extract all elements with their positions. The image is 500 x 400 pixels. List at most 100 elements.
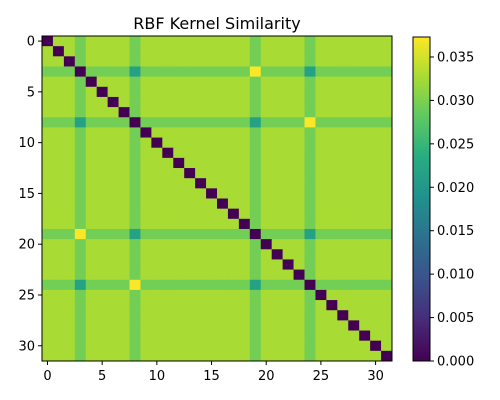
heatmap-cell [173, 127, 185, 138]
heatmap-cell [107, 228, 119, 240]
heatmap-cell [337, 239, 349, 250]
heatmap-cell [293, 300, 305, 311]
heatmap-cell [107, 137, 119, 149]
heatmap-cell [107, 36, 119, 47]
heatmap-cell [260, 66, 273, 77]
heatmap-cell [348, 218, 360, 230]
heatmap-cell [348, 46, 360, 57]
heatmap-cell [315, 66, 327, 77]
heatmap-cell [173, 310, 185, 321]
heatmap-cell [359, 147, 371, 159]
heatmap-cell [326, 279, 338, 291]
heatmap-cell [42, 228, 54, 240]
heatmap-cell [129, 239, 141, 250]
heatmap-cell [282, 76, 294, 88]
heatmap-cell [42, 198, 54, 210]
heatmap-cell [238, 300, 251, 311]
heatmap-cell [217, 137, 229, 149]
heatmap-cell [348, 320, 360, 331]
heatmap-cell [348, 96, 360, 108]
heatmap-cell [326, 269, 338, 281]
heatmap-cell [271, 188, 283, 199]
heatmap-cell [107, 249, 119, 260]
heatmap-cell [359, 157, 371, 169]
heatmap-cell [184, 228, 196, 240]
heatmap-cell [227, 188, 240, 199]
heatmap-cell [162, 168, 174, 179]
heatmap-cell [85, 198, 98, 210]
heatmap-cell [63, 218, 76, 230]
heatmap-cell [151, 157, 163, 169]
heatmap-cell [107, 86, 119, 98]
heatmap-cell [195, 36, 207, 47]
heatmap-cell [52, 56, 65, 67]
heatmap-cell [260, 310, 273, 321]
heatmap-cell [249, 117, 262, 128]
heatmap-cell [304, 249, 316, 260]
heatmap-cell [206, 76, 218, 88]
heatmap-cell [370, 300, 382, 311]
heatmap-cell [173, 330, 185, 342]
heatmap-cell [85, 36, 98, 47]
heatmap-cell [282, 259, 294, 270]
heatmap-cell [260, 147, 273, 159]
heatmap-cell [42, 269, 54, 281]
heatmap-cell [337, 188, 349, 199]
heatmap-cell [162, 127, 174, 138]
heatmap-cell [42, 36, 54, 47]
heatmap-cell [129, 56, 141, 67]
heatmap-cell [107, 107, 119, 118]
heatmap-cell [151, 107, 163, 118]
heatmap-cell [74, 259, 87, 270]
heatmap-cell [151, 178, 163, 189]
heatmap-cell [151, 36, 163, 47]
heatmap-cell [271, 168, 283, 179]
heatmap-cell [96, 107, 108, 118]
heatmap-cell [260, 218, 273, 230]
heatmap-cell [227, 127, 240, 138]
heatmap-cell [206, 188, 218, 199]
heatmap-cell [217, 76, 229, 88]
heatmap-cell [151, 46, 163, 57]
heatmap-cell [337, 310, 349, 321]
heatmap-cell [63, 239, 76, 250]
heatmap-cell [151, 350, 163, 362]
heatmap-cell [107, 56, 119, 67]
heatmap-cell [173, 259, 185, 270]
heatmap-cell [304, 198, 316, 210]
heatmap-cell [96, 208, 108, 220]
heatmap-cell [42, 259, 54, 270]
heatmap-cell [63, 117, 76, 128]
heatmap-cell [52, 188, 65, 199]
heatmap-cell [63, 168, 76, 179]
heatmap-cell [304, 279, 316, 291]
heatmap-cell [74, 137, 87, 149]
heatmap-cell [227, 259, 240, 270]
heatmap-cell [173, 168, 185, 179]
heatmap-cell [370, 259, 382, 270]
heatmap-cell [282, 117, 294, 128]
heatmap-cell [42, 157, 54, 169]
heatmap-cell [96, 300, 108, 311]
heatmap-cell [42, 340, 54, 352]
heatmap-cell [304, 310, 316, 321]
heatmap-cell [304, 86, 316, 98]
heatmap-cell [107, 269, 119, 281]
heatmap-cell [271, 350, 283, 362]
heatmap-cell [85, 259, 98, 270]
heatmap-cell [348, 188, 360, 199]
heatmap-cell [129, 228, 141, 240]
heatmap-cell [381, 66, 393, 77]
heatmap-cell [42, 117, 54, 128]
heatmap-cell [348, 330, 360, 342]
heatmap-cell [282, 178, 294, 189]
heatmap-cell [107, 76, 119, 88]
heatmap-cell [260, 76, 273, 88]
heatmap-cell [52, 259, 65, 270]
heatmap-cell [52, 46, 65, 57]
heatmap-cell [206, 320, 218, 331]
heatmap-cell [162, 86, 174, 98]
heatmap-cell [359, 56, 371, 67]
heatmap-cell [42, 168, 54, 179]
heatmap-cell [173, 36, 185, 47]
